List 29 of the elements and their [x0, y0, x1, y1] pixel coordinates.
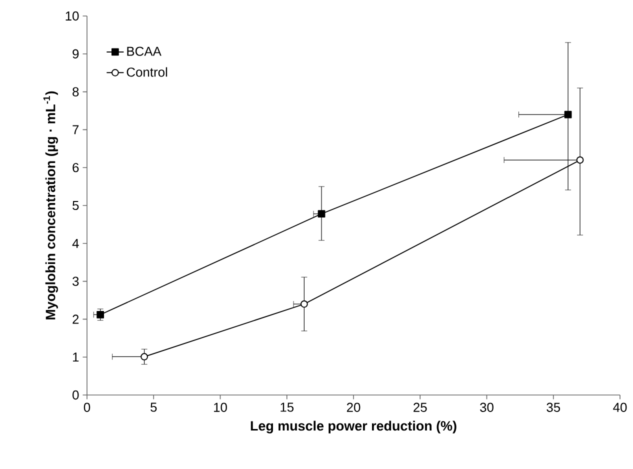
x-tick-label: 5 — [150, 402, 157, 412]
x-tick-label: 40 — [613, 402, 627, 412]
y-tick-label: 7 — [72, 125, 79, 134]
x-tick-label: 25 — [414, 402, 427, 412]
y-tick-label: 1 — [73, 352, 79, 362]
point — [576, 156, 584, 164]
x-axis-title: Leg muscle power reduction (%) — [250, 420, 456, 434]
point — [300, 300, 308, 308]
x-tick-label: 15 — [280, 402, 294, 412]
point — [564, 110, 572, 118]
x-tick-label: 0 — [84, 402, 90, 412]
x-tick-label: 20 — [346, 402, 360, 412]
point — [318, 210, 326, 218]
y-tick-label: 2 — [72, 314, 79, 324]
x-tick-label: 10 — [214, 402, 227, 412]
legend-label: BCAA — [127, 46, 162, 56]
point — [140, 353, 148, 360]
y-axis-title: Myoglobin concentration (µg · mL$^{-1}$) — [43, 91, 58, 320]
y-tick-label: 6 — [72, 163, 79, 172]
y-tick-label: 0 — [72, 390, 79, 400]
x-tick-label: 35 — [546, 402, 560, 412]
y-tick-label: 5 — [72, 200, 79, 210]
y-tick-label: 4 — [72, 238, 79, 248]
y-tick-label: 3 — [72, 276, 79, 286]
y-tick-label: 8 — [72, 87, 79, 96]
y-tick-label: 9 — [72, 49, 79, 58]
legend-label: Control — [126, 67, 168, 77]
x-tick-label: 30 — [480, 402, 494, 412]
y-tick-label: 10 — [66, 11, 79, 21]
